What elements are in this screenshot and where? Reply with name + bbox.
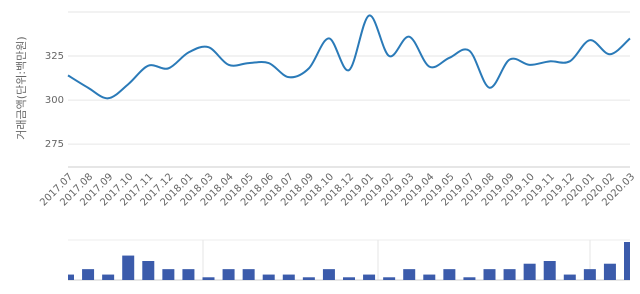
volume-bar (463, 277, 476, 280)
volume-bar (403, 269, 416, 280)
volume-bar (222, 269, 235, 280)
volume-bar (603, 263, 616, 280)
volume-bar (343, 277, 355, 280)
volume-bar (282, 274, 295, 280)
volume-bar (624, 242, 630, 280)
y-tick-label: 325 (45, 51, 64, 62)
volume-bar (322, 269, 335, 280)
volume-bar (242, 269, 255, 280)
volume-bar (262, 274, 275, 280)
volume-bar (523, 263, 536, 280)
volume-bar (503, 269, 516, 280)
volume-bar (162, 269, 175, 280)
volume-bar (122, 255, 135, 280)
volume-bar (68, 274, 74, 280)
price-line (67, 14, 631, 100)
volume-bar (142, 261, 155, 280)
volume-bar (483, 269, 496, 280)
volume-bar (563, 274, 576, 280)
volume-bar (583, 269, 596, 280)
volume-bar (202, 277, 215, 280)
volume-bar (423, 274, 436, 280)
volume-bar (182, 269, 195, 280)
volume-bar (443, 269, 456, 280)
volume-bar (302, 277, 315, 280)
volume-bar (543, 261, 556, 280)
volume-bar (82, 269, 95, 280)
volume-bar (363, 274, 376, 280)
y-axis-label: 거래금액(단위:백만원) (15, 36, 28, 139)
y-tick-label: 300 (45, 95, 64, 106)
volume-bar (383, 277, 396, 280)
y-tick-label: 275 (45, 139, 64, 150)
volume-bar (102, 274, 115, 280)
